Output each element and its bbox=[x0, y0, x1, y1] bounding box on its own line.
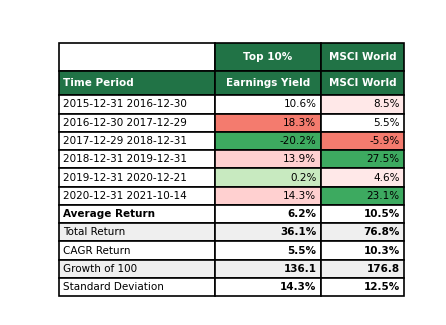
Text: -5.9%: -5.9% bbox=[369, 136, 400, 146]
Text: 10.5%: 10.5% bbox=[363, 209, 400, 219]
Text: 14.3%: 14.3% bbox=[283, 191, 316, 201]
Text: 6.2%: 6.2% bbox=[287, 209, 316, 219]
Bar bbox=[321, 241, 404, 260]
Text: Growth of 100: Growth of 100 bbox=[63, 264, 137, 274]
Bar bbox=[321, 113, 404, 132]
Text: Total Return: Total Return bbox=[63, 227, 125, 237]
Bar bbox=[58, 241, 215, 260]
Bar bbox=[215, 113, 321, 132]
Bar bbox=[215, 168, 321, 187]
Bar bbox=[321, 71, 404, 95]
Bar bbox=[58, 187, 215, 205]
Bar bbox=[321, 223, 404, 241]
Bar bbox=[215, 71, 321, 95]
Text: 27.5%: 27.5% bbox=[367, 154, 400, 164]
Text: 14.3%: 14.3% bbox=[280, 282, 316, 292]
Text: 2015-12-31 2016-12-30: 2015-12-31 2016-12-30 bbox=[63, 99, 187, 110]
Text: 12.5%: 12.5% bbox=[363, 282, 400, 292]
Bar bbox=[321, 43, 404, 71]
Bar bbox=[58, 71, 215, 95]
Text: 5.5%: 5.5% bbox=[287, 246, 316, 255]
Text: Time Period: Time Period bbox=[63, 78, 134, 88]
Text: 5.5%: 5.5% bbox=[373, 118, 400, 128]
Bar bbox=[58, 43, 215, 71]
Text: 76.8%: 76.8% bbox=[363, 227, 400, 237]
Bar bbox=[321, 95, 404, 113]
Bar bbox=[58, 113, 215, 132]
Bar bbox=[215, 150, 321, 168]
Text: 0.2%: 0.2% bbox=[290, 173, 316, 183]
Bar bbox=[58, 95, 215, 113]
Bar bbox=[215, 132, 321, 150]
Bar bbox=[321, 260, 404, 278]
Text: 10.6%: 10.6% bbox=[283, 99, 316, 110]
Text: 10.3%: 10.3% bbox=[363, 246, 400, 255]
Bar bbox=[215, 223, 321, 241]
Text: 136.1: 136.1 bbox=[283, 264, 316, 274]
Bar bbox=[321, 187, 404, 205]
Bar bbox=[58, 132, 215, 150]
Bar bbox=[321, 168, 404, 187]
Bar bbox=[215, 187, 321, 205]
Bar bbox=[58, 260, 215, 278]
Text: MSCI World: MSCI World bbox=[329, 78, 396, 88]
Text: 8.5%: 8.5% bbox=[373, 99, 400, 110]
Bar bbox=[215, 278, 321, 296]
Text: 4.6%: 4.6% bbox=[373, 173, 400, 183]
Bar bbox=[321, 205, 404, 223]
Bar bbox=[215, 95, 321, 113]
Bar bbox=[215, 260, 321, 278]
Text: 18.3%: 18.3% bbox=[283, 118, 316, 128]
Bar bbox=[321, 150, 404, 168]
Text: 2016-12-30 2017-12-29: 2016-12-30 2017-12-29 bbox=[63, 118, 187, 128]
Text: 2018-12-31 2019-12-31: 2018-12-31 2019-12-31 bbox=[63, 154, 187, 164]
Text: 23.1%: 23.1% bbox=[367, 191, 400, 201]
Text: 13.9%: 13.9% bbox=[283, 154, 316, 164]
Bar bbox=[58, 150, 215, 168]
Text: Average Return: Average Return bbox=[63, 209, 155, 219]
Text: 2020-12-31 2021-10-14: 2020-12-31 2021-10-14 bbox=[63, 191, 187, 201]
Bar bbox=[321, 132, 404, 150]
Bar bbox=[58, 205, 215, 223]
Bar bbox=[58, 223, 215, 241]
Text: 2017-12-29 2018-12-31: 2017-12-29 2018-12-31 bbox=[63, 136, 187, 146]
Text: -20.2%: -20.2% bbox=[280, 136, 316, 146]
Text: Top 10%: Top 10% bbox=[243, 52, 293, 62]
Text: Earnings Yield: Earnings Yield bbox=[226, 78, 310, 88]
Text: Standard Deviation: Standard Deviation bbox=[63, 282, 164, 292]
Text: 36.1%: 36.1% bbox=[280, 227, 316, 237]
Text: 2019-12-31 2020-12-21: 2019-12-31 2020-12-21 bbox=[63, 173, 187, 183]
Bar bbox=[321, 278, 404, 296]
Text: MSCI World: MSCI World bbox=[329, 52, 396, 62]
Text: CAGR Return: CAGR Return bbox=[63, 246, 131, 255]
Bar bbox=[58, 278, 215, 296]
Text: 176.8: 176.8 bbox=[367, 264, 400, 274]
Bar bbox=[215, 43, 321, 71]
Bar bbox=[215, 205, 321, 223]
Bar bbox=[58, 168, 215, 187]
Bar bbox=[215, 241, 321, 260]
